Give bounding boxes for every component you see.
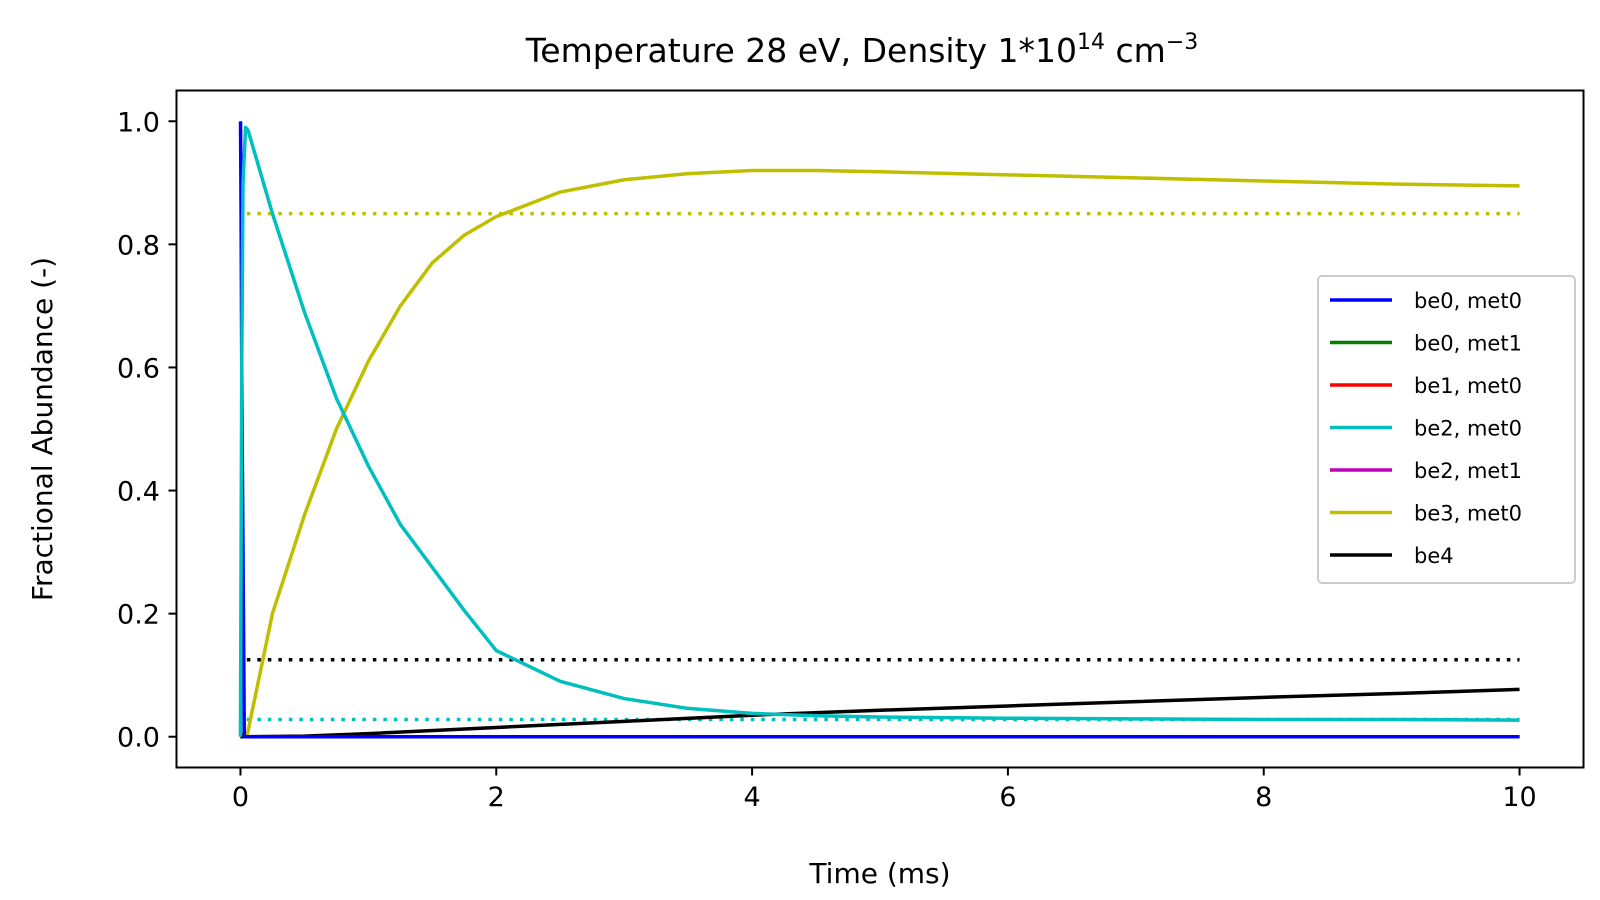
legend-box	[1317, 275, 1576, 584]
y-tick-label: 0.8	[117, 230, 160, 261]
y-tick-label: 0.0	[117, 723, 160, 754]
series-be2-met0-line	[238, 125, 1520, 737]
x-axis: 0 2 4 6 8 10	[232, 767, 1537, 813]
series-be3-met0-line	[245, 168, 1520, 738]
series-lines	[238, 120, 1520, 739]
x-tick-label: 2	[488, 782, 505, 813]
legend-entry-label: be2, met0	[1414, 417, 1522, 441]
legend-entry-label: be2, met1	[1414, 459, 1522, 483]
y-axis: 0.0 0.2 0.4 0.6 0.8 1.0	[117, 107, 177, 754]
x-tick-label: 4	[743, 782, 760, 813]
y-tick-label: 0.4	[117, 477, 160, 508]
plot-frame	[175, 89, 1585, 769]
series-be4-line	[240, 687, 1520, 739]
chart-title: Temperature 28 eV, Density 1*1014 cm−3	[525, 30, 1199, 70]
x-axis-label: Time (ms)	[808, 857, 950, 890]
x-tick-label: 6	[999, 782, 1016, 813]
legend-entry-label: be1, met0	[1414, 374, 1522, 398]
y-axis-label: Fractional Abundance (-)	[26, 257, 59, 601]
x-tick-label: 0	[232, 782, 249, 813]
legend-entry-label: be0, met1	[1414, 332, 1522, 356]
legend-entry-label: be3, met0	[1414, 502, 1522, 526]
legend-entry-label: be0, met0	[1414, 289, 1522, 313]
y-tick-label: 0.6	[117, 353, 160, 384]
legend-entry-label: be4	[1414, 544, 1454, 568]
y-tick-label: 0.2	[117, 600, 160, 631]
x-tick-label: 8	[1255, 782, 1272, 813]
y-tick-label: 1.0	[117, 107, 160, 138]
x-tick-label: 10	[1502, 782, 1536, 813]
legend: be0, met0 be0, met1 be1, met0 be2, met0 be2,…	[1317, 275, 1576, 584]
